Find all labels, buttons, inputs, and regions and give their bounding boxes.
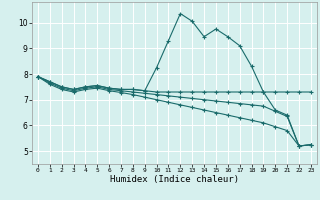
X-axis label: Humidex (Indice chaleur): Humidex (Indice chaleur)	[110, 175, 239, 184]
